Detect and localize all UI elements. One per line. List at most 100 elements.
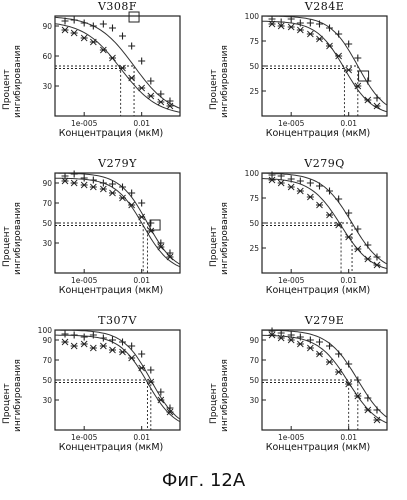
data-point-plus: [326, 342, 334, 350]
data-point-plus: [335, 30, 343, 38]
data-point-plus: [147, 366, 155, 374]
data-point-plus: [326, 24, 334, 32]
data-point-star: [99, 46, 107, 54]
data-point-star: [364, 255, 372, 263]
data-point-star: [306, 344, 314, 352]
data-point-star: [99, 342, 107, 350]
y-tick-label: 30: [42, 82, 52, 91]
data-point-star: [354, 245, 362, 253]
ic50-guide: [262, 379, 359, 430]
ic50-guide: [55, 225, 144, 273]
y-tick-label: 75: [249, 37, 259, 46]
x-axis-label: Концентрация (мкМ): [265, 442, 371, 453]
y-tick-label: 60: [42, 52, 52, 61]
data-point-plus: [80, 333, 88, 341]
data-point-plus: [166, 249, 174, 257]
data-point-plus: [157, 388, 165, 396]
data-point-plus: [268, 171, 276, 179]
ic50-guide: [262, 65, 359, 116]
data-point-plus: [315, 338, 323, 346]
fit-curve-1: [262, 15, 388, 106]
data-point-star: [61, 177, 69, 185]
y-tick-label: 25: [249, 244, 259, 253]
data-point-star: [128, 354, 136, 362]
chart-panel-v308f: V308F Процент ингибирования 30 60 90 1e-005…: [0, 0, 200, 150]
data-point-plus: [296, 333, 304, 341]
data-point-plus: [119, 183, 127, 191]
data-point-star: [99, 185, 107, 193]
data-point-plus: [326, 187, 334, 195]
data-point-star: [335, 368, 343, 376]
data-point-star: [61, 26, 69, 34]
fit-curve-2: [54, 23, 181, 113]
data-point-star: [326, 358, 334, 366]
data-point-plus: [287, 15, 295, 23]
data-point-star: [354, 392, 362, 400]
data-point-star: [345, 233, 353, 241]
y-tick-label: 70: [42, 199, 52, 208]
x-axis-label: Концентрация (мкМ): [58, 442, 164, 453]
data-point-star: [315, 35, 323, 43]
data-point-star: [166, 102, 174, 110]
data-point-star: [166, 253, 174, 261]
data-point-plus: [119, 338, 127, 346]
y-tick-label: 30: [42, 396, 52, 405]
x-tick-label: 1e-005: [71, 276, 98, 285]
y-tick-label: 50: [249, 62, 259, 71]
data-point-plus: [277, 172, 285, 180]
ic50-guide: [55, 379, 152, 430]
data-point-star: [364, 96, 372, 104]
ic50-guide: [55, 65, 135, 116]
data-point-plus: [354, 54, 362, 62]
data-point-star: [70, 179, 78, 187]
ic50-guide: [262, 222, 353, 273]
data-point-plus: [119, 32, 127, 40]
data-point-star: [70, 342, 78, 350]
ic50-guide: [262, 68, 345, 116]
data-point-star: [89, 38, 97, 46]
data-point-star: [108, 189, 116, 197]
data-point-star: [296, 187, 304, 195]
data-point-plus: [99, 20, 107, 28]
x-tick-label: 0.01: [133, 276, 150, 285]
chart-plot: 25 50 75 100 1e-005 0.01: [245, 12, 388, 128]
chart-title: V279Y: [98, 157, 137, 170]
chart-panel-v279e: V279E Процент ингибирования 30 50 70 90 1e-0…: [207, 314, 407, 464]
data-point-plus: [335, 195, 343, 203]
data-point-plus: [315, 182, 323, 190]
data-point-plus: [138, 350, 146, 358]
data-point-star: [80, 340, 88, 348]
data-point-star: [268, 20, 276, 28]
data-point-star: [80, 34, 88, 42]
x-tick-label: 0.01: [340, 276, 357, 285]
chart-title: V279Q: [304, 157, 345, 170]
data-point-star: [61, 338, 69, 346]
data-point-star: [128, 201, 136, 209]
ic50-guide: [55, 68, 122, 116]
data-point-star: [147, 227, 155, 235]
data-point-star: [315, 350, 323, 358]
chart-panel-v284e: V284E Процент ингибирования 25 50 75 100 1e-…: [207, 0, 407, 150]
data-point-star: [373, 102, 381, 110]
fit-curve-1: [262, 329, 388, 418]
data-point-star: [306, 30, 314, 38]
chart-title: T307V: [98, 314, 137, 327]
y-tick-label: 30: [249, 396, 259, 405]
plot-frame: [54, 172, 181, 274]
x-tick-label: 0.01: [133, 433, 150, 442]
y-tick-label: 50: [249, 219, 259, 228]
y-tick-label: 50: [42, 376, 52, 385]
data-point-plus: [373, 406, 381, 414]
data-point-star: [119, 348, 127, 356]
ic50-guide: [262, 382, 350, 430]
fit-curve-2: [55, 177, 181, 268]
data-point-star: [108, 54, 116, 62]
y-tick-label: 30: [42, 239, 52, 248]
y-tick-label: 100: [245, 12, 260, 21]
data-point-star: [296, 26, 304, 34]
data-point-star: [277, 22, 285, 30]
data-point-plus: [306, 179, 314, 187]
data-point-star: [138, 364, 146, 372]
chart-plot: 30 50 70 90 1e-005 0.01: [42, 170, 181, 285]
x-tick-label: 0.01: [340, 433, 357, 442]
